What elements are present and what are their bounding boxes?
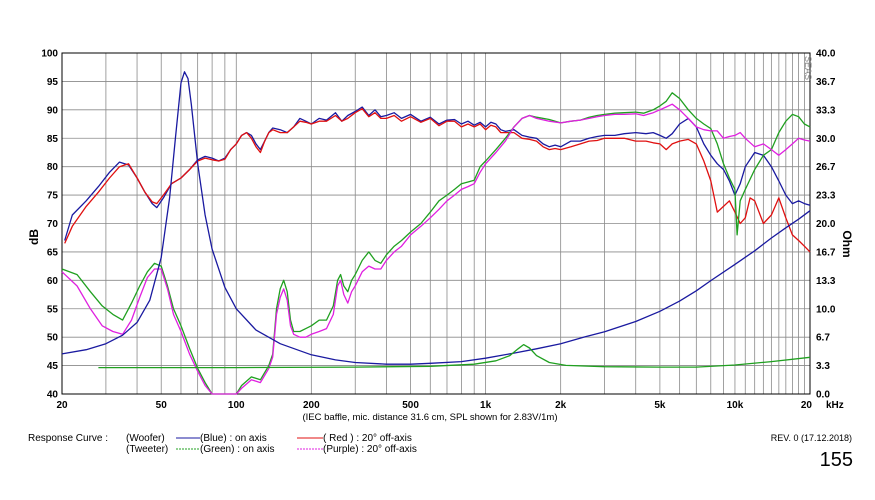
x-tick-label: 100 [228, 400, 245, 411]
x-tick-label: 20 [56, 400, 68, 411]
chart-caption: (IEC baffle, mic. distance 31.6 cm, SPL … [302, 412, 557, 423]
y2-tick-label: 6.7 [816, 333, 830, 344]
y-tick-label: 40 [47, 390, 59, 401]
curves [61, 71, 811, 395]
y-tick-label: 45 [47, 361, 59, 372]
y-tick-label: 100 [41, 49, 58, 60]
y-tick-label: 80 [47, 162, 59, 173]
x-tick-label: 10k [727, 400, 744, 411]
legend: Response Curve : (Woofer) (Tweeter) (Blu… [28, 433, 417, 455]
series-line-red-20-off-axis [64, 108, 811, 253]
plot-frame [61, 52, 811, 395]
legend-row-label: Response Curve : [28, 433, 108, 444]
y-tick-label: 60 [47, 276, 59, 287]
y2-tick-label: 23.3 [816, 191, 836, 202]
y2-tick-label: 10.0 [816, 304, 836, 315]
y-axis-title: dB [27, 229, 41, 245]
x-tick-label: 5k [654, 400, 666, 411]
series-line-blue-woofer-impedance [61, 71, 811, 365]
y2-tick-label: 16.7 [816, 247, 836, 258]
y2-axis-title: Ohm [840, 230, 854, 257]
y-tick-label: 85 [47, 134, 59, 145]
legend-red-label: ( Red ) : 20° off-axis [323, 433, 412, 444]
legend-green-label: (Green) : on axis [200, 444, 274, 455]
series-line-purple-20-off-axis [61, 103, 811, 395]
legend-purple-label: (Purple) : 20° off-axis [323, 444, 417, 455]
revision-label: REV. 0 (17.12.2018) [771, 433, 852, 443]
tick-labels: 100 95 90 85 80 75 70 65 60 55 50 45 40 40.0 36.7 33.3 3… [41, 49, 836, 412]
grid [62, 52, 810, 395]
x-unit-label: kHz [826, 400, 844, 411]
y-tick-label: 95 [47, 77, 59, 88]
y-tick-label: 55 [47, 304, 59, 315]
y-tick-label: 75 [47, 191, 59, 202]
y-tick-label: 90 [47, 105, 59, 116]
page-number: 155 [820, 449, 853, 471]
y-tick-label: 50 [47, 333, 59, 344]
y-tick-label: 70 [47, 219, 59, 230]
x-tick-label: 500 [402, 400, 419, 411]
legend-tweeter: (Tweeter) [126, 444, 168, 455]
legend-blue-label: (Blue) : on axis [200, 433, 267, 444]
corner-watermark: SEAS [803, 56, 813, 80]
legend-woofer: (Woofer) [126, 433, 165, 444]
x-tick-label: 200 [303, 400, 320, 411]
y2-tick-label: 20.0 [816, 219, 836, 230]
series-line-green-tweeter-impedance [98, 343, 811, 369]
x-tick-label: 50 [156, 400, 168, 411]
x-tick-label: 1k [480, 400, 492, 411]
y2-tick-label: 26.7 [816, 162, 836, 173]
x-tick-label: 2k [555, 400, 567, 411]
y2-tick-label: 0.0 [816, 390, 830, 401]
x-tick-label: 20 [801, 400, 813, 411]
y2-tick-label: 30.0 [816, 134, 836, 145]
y2-tick-label: 40.0 [816, 49, 836, 60]
y2-tick-label: 36.7 [816, 77, 836, 88]
y2-tick-label: 13.3 [816, 276, 836, 287]
y-tick-label: 65 [47, 247, 59, 258]
y2-tick-label: 3.3 [816, 361, 830, 372]
y2-tick-label: 33.3 [816, 105, 836, 116]
